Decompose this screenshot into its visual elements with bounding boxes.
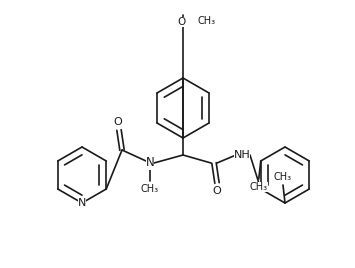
Text: O: O — [177, 17, 185, 27]
Text: O: O — [114, 117, 122, 127]
Text: CH₃: CH₃ — [250, 182, 268, 192]
Text: N: N — [146, 157, 154, 169]
Text: CH₃: CH₃ — [141, 184, 159, 194]
Text: NH: NH — [234, 150, 250, 160]
Text: N: N — [78, 198, 86, 208]
Text: O: O — [213, 186, 222, 196]
Text: CH₃: CH₃ — [197, 16, 215, 26]
Text: CH₃: CH₃ — [274, 172, 292, 182]
